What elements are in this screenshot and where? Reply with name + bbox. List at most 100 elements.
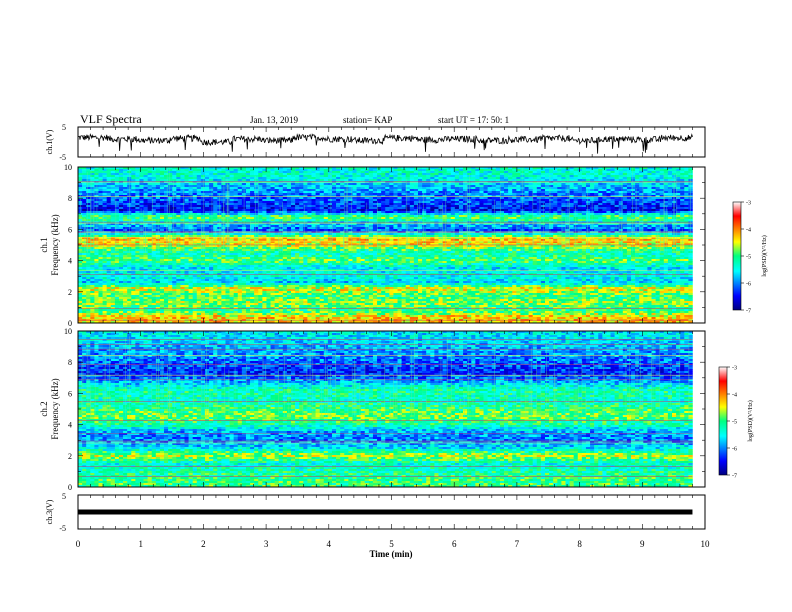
- spectrogram-cell: [455, 215, 459, 217]
- spectrogram-cell: [78, 205, 82, 207]
- spectrogram-cell: [266, 211, 270, 213]
- spectrogram-cell: [275, 191, 279, 193]
- spectrogram-cell: [164, 191, 168, 193]
- spectrogram-cell: [234, 203, 238, 205]
- spectrogram-cell: [262, 209, 266, 211]
- spectrogram-cell: [447, 217, 451, 219]
- spectrogram-cell: [258, 229, 262, 231]
- spectrogram-cell: [328, 199, 332, 201]
- spectrogram-cell: [660, 185, 664, 187]
- spectrogram-cell: [324, 205, 328, 207]
- spectrogram-cell: [205, 187, 209, 189]
- spectrogram-cell: [357, 199, 361, 201]
- spectrogram-cell: [291, 183, 295, 185]
- spectrogram-cell: [402, 213, 406, 215]
- spectrogram-cell: [295, 177, 299, 179]
- spectrogram-cell: [529, 229, 533, 231]
- spectrogram-cell: [225, 179, 229, 181]
- spectrogram-cell: [463, 191, 467, 193]
- spectrogram-cell: [438, 179, 442, 181]
- spectrogram-cell: [328, 185, 332, 187]
- spectrogram-cell: [279, 189, 283, 191]
- spectrogram-cell: [406, 197, 410, 199]
- spectrogram-cell: [402, 215, 406, 217]
- spectrogram-cell: [139, 173, 143, 175]
- spectrogram-cell: [496, 169, 500, 171]
- spectrogram-cell: [324, 217, 328, 219]
- spectrogram-cell: [377, 179, 381, 181]
- spectrogram-cell: [656, 171, 660, 173]
- spectrogram-cell: [512, 213, 516, 215]
- spectrogram-cell: [586, 193, 590, 195]
- spectrogram-cell: [123, 169, 127, 171]
- spectrogram-cell: [271, 187, 275, 189]
- spectrogram-cell: [578, 219, 582, 221]
- spectrogram-cell: [475, 185, 479, 187]
- spectrogram-cell: [152, 179, 156, 181]
- spectrogram-cell: [492, 211, 496, 213]
- spectrogram-cell: [553, 225, 557, 227]
- spectrogram-cell: [98, 199, 102, 201]
- spectrogram-cell: [475, 177, 479, 179]
- spectrogram-cell: [311, 225, 315, 227]
- spectrogram-cell: [361, 189, 365, 191]
- spectrogram-cell: [492, 179, 496, 181]
- spectrogram-cell: [422, 201, 426, 203]
- spectrogram-cell: [262, 199, 266, 201]
- spectrogram-cell: [180, 187, 184, 189]
- spectrogram-cell: [684, 197, 688, 199]
- spectrogram-cell: [598, 171, 602, 173]
- spectrogram-cell: [328, 187, 332, 189]
- spectrogram-cell: [680, 173, 684, 175]
- spectrogram-cell: [336, 183, 340, 185]
- spectrogram-cell: [287, 209, 291, 211]
- spectrogram-cell: [144, 213, 148, 215]
- spectrogram-cell: [652, 197, 656, 199]
- spectrogram-cell: [586, 169, 590, 171]
- spectrogram-cell: [463, 177, 467, 179]
- spectrogram-cell: [496, 205, 500, 207]
- spectrogram-cell: [627, 173, 631, 175]
- spectrogram-cell: [172, 225, 176, 227]
- spectrogram-cell: [459, 179, 463, 181]
- spectrogram-cell: [414, 197, 418, 199]
- spectrogram-cell: [115, 199, 119, 201]
- spectrogram-cell: [512, 201, 516, 203]
- spectrogram-cell: [451, 225, 455, 227]
- spectrogram-cell: [479, 191, 483, 193]
- spectrogram-cell: [230, 183, 234, 185]
- spectrogram-cell: [434, 203, 438, 205]
- spectrogram-cell: [213, 199, 217, 201]
- spectrogram-cell: [324, 229, 328, 231]
- spectrogram-cell: [508, 171, 512, 173]
- spectrogram-cell: [180, 203, 184, 205]
- spectrogram-cell: [463, 217, 467, 219]
- spectrogram-cell: [135, 199, 139, 201]
- spectrogram-cell: [336, 193, 340, 195]
- spectrogram-cell: [500, 175, 504, 177]
- spectrogram-cell: [684, 187, 688, 189]
- spectrogram-cell: [504, 229, 508, 231]
- spectrogram-cell: [484, 173, 488, 175]
- spectrogram-cell: [279, 171, 283, 173]
- spectrogram-cell: [541, 199, 545, 201]
- spectrogram-cell: [295, 199, 299, 201]
- spectrogram-cell: [615, 215, 619, 217]
- spectrogram-cell: [103, 193, 107, 195]
- spectrogram-cell: [86, 197, 90, 199]
- spectrogram-cell: [275, 189, 279, 191]
- spectrogram-cell: [578, 211, 582, 213]
- spectrogram-cell: [271, 183, 275, 185]
- spectrogram-cell: [447, 211, 451, 213]
- spectrogram-cell: [111, 203, 115, 205]
- spectrogram-cell: [172, 171, 176, 173]
- spectrogram-cell: [619, 175, 623, 177]
- spectrogram-cell: [496, 185, 500, 187]
- spectrogram-cell: [78, 203, 82, 205]
- spectrogram-cell: [623, 229, 627, 231]
- spectrogram-cell: [303, 199, 307, 201]
- spectrogram-cell: [381, 219, 385, 221]
- spectrogram-cell: [205, 215, 209, 217]
- spectrogram-cell: [176, 193, 180, 195]
- spectrogram-cell: [484, 213, 488, 215]
